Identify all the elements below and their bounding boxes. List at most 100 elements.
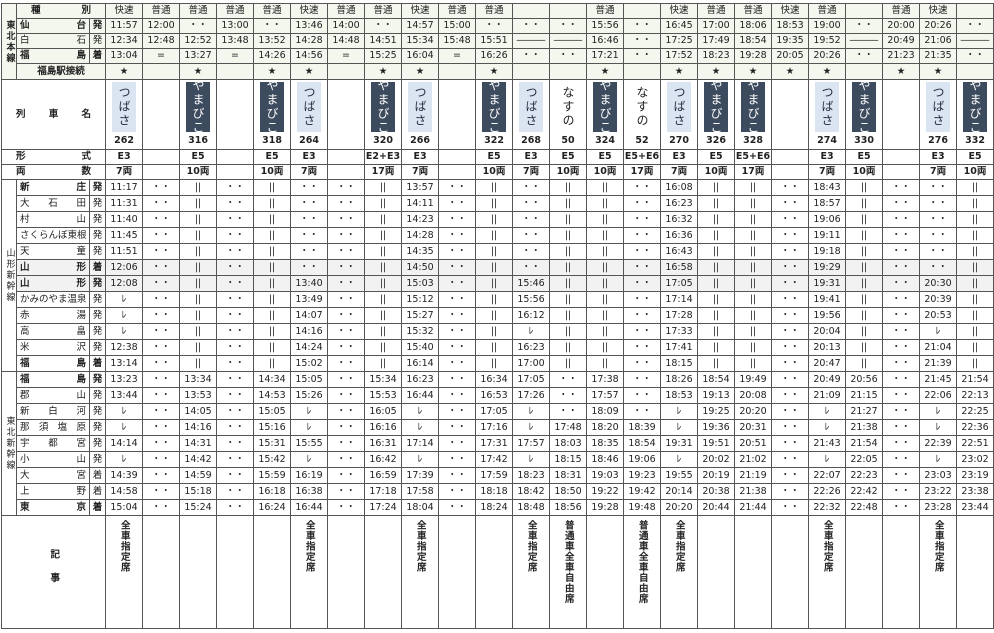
train-number: 262 <box>114 135 134 146</box>
note-cell: 全車指定席 <box>105 515 144 629</box>
train-cell <box>327 79 366 150</box>
train-cell <box>438 79 477 150</box>
train-name: やまびこ <box>260 81 285 135</box>
time: || <box>586 275 625 292</box>
time: 21:23 <box>882 48 921 64</box>
time: 15:05 <box>290 371 329 388</box>
train-model: E3 <box>105 149 144 165</box>
train-model: E3 <box>290 149 329 165</box>
time: ﾚ <box>660 451 699 468</box>
train-cars <box>771 164 810 180</box>
time: 17:18 <box>364 483 403 500</box>
time: || <box>253 259 292 276</box>
station-name: かみのやま温泉 <box>16 291 90 308</box>
time: || <box>586 307 625 324</box>
time: 19:42 <box>623 483 662 500</box>
time: 15:46 <box>512 275 551 292</box>
time: 14:57 <box>401 18 440 34</box>
time: 17:14 <box>401 435 440 452</box>
time: || <box>956 259 994 276</box>
train-model: E2+E3 <box>364 149 403 165</box>
time: 19:25 <box>697 403 736 420</box>
time: 18:04 <box>401 499 440 516</box>
train-number: 320 <box>373 135 393 146</box>
time: ・・ <box>438 323 477 340</box>
train-cars: 10両 <box>253 164 292 180</box>
time: ・・ <box>512 48 551 64</box>
time: ・・ <box>142 435 181 452</box>
time: ・・ <box>142 211 181 228</box>
time: 16:45 <box>660 18 699 34</box>
train-cars: 7両 <box>290 164 329 180</box>
train-type <box>623 3 662 19</box>
time: ﾚ <box>105 419 144 436</box>
time: ・・ <box>771 259 810 276</box>
time: ﾚ <box>919 403 958 420</box>
note-cell <box>364 515 403 629</box>
time: 17:05 <box>475 403 514 420</box>
time: 14:24 <box>290 339 329 356</box>
time: || <box>734 195 773 212</box>
time: 18:09 <box>586 403 625 420</box>
time: || <box>697 259 736 276</box>
time: 20:20 <box>734 403 773 420</box>
time: 20:44 <box>697 499 736 516</box>
time: ・・ <box>882 291 921 308</box>
time: ・・ <box>549 48 588 64</box>
time: ・・ <box>327 243 366 260</box>
time: ・・ <box>327 355 366 372</box>
train-model: E3 <box>660 149 699 165</box>
time: || <box>956 275 994 292</box>
train-name: つばさ <box>519 82 544 132</box>
train-cars: 10両 <box>179 164 218 180</box>
time: 18:54 <box>623 435 662 452</box>
time: 11:57 <box>105 18 144 34</box>
station-name: 上野 <box>16 483 90 500</box>
time: 17:16 <box>475 419 514 436</box>
notes-label: 記事 <box>48 548 60 596</box>
time: 17:00 <box>697 18 736 34</box>
time: 17:05 <box>660 275 699 292</box>
time: ・・ <box>845 48 884 64</box>
time: 22:51 <box>956 435 994 452</box>
time: ﾚ <box>512 323 551 340</box>
note-text: 全車指定席 <box>414 520 426 573</box>
time: ・・ <box>623 291 662 308</box>
time: || <box>549 339 588 356</box>
train-cell: つばさ 274 <box>808 79 847 150</box>
time: ・・ <box>882 259 921 276</box>
time: 13:49 <box>290 291 329 308</box>
time: || <box>734 323 773 340</box>
connection-mark: ★ <box>919 63 958 80</box>
time: ・・ <box>919 179 958 196</box>
connection-mark: ★ <box>253 63 292 80</box>
timetable: 東北本線 種別 快速 普通 普通 普通 普通 快速 普通 普通 快速 普通 普通 普通 快速 普通 普通 快速 普通… <box>0 3 994 629</box>
train-number: 52 <box>635 135 649 146</box>
train-type: 普通 <box>808 3 847 19</box>
time: || <box>549 355 588 372</box>
time: ・・ <box>438 339 477 356</box>
time: || <box>586 211 625 228</box>
note-text: 普通車全車自由席 <box>636 520 648 604</box>
time: 12:06 <box>105 259 144 276</box>
time: || <box>549 227 588 244</box>
train-model: E3 <box>401 149 440 165</box>
time: 16:59 <box>364 467 403 484</box>
time: ﾚ <box>290 419 329 436</box>
arr-dep: 発 <box>88 179 107 196</box>
station-name: 那須塩原 <box>16 419 90 436</box>
arr-dep: 発 <box>88 339 107 356</box>
time: 16:23 <box>660 195 699 212</box>
time: || <box>253 179 292 196</box>
time: ・・ <box>216 355 255 372</box>
train-cell: なすの 52 <box>623 79 662 150</box>
arr-dep: 着 <box>88 467 107 484</box>
time: || <box>845 259 884 276</box>
time: || <box>475 243 514 260</box>
time: 18:42 <box>512 483 551 500</box>
time: ﾚ <box>105 307 144 324</box>
arr-dep: 着 <box>88 483 107 500</box>
connection-mark <box>327 63 366 80</box>
time: 20:47 <box>808 355 847 372</box>
